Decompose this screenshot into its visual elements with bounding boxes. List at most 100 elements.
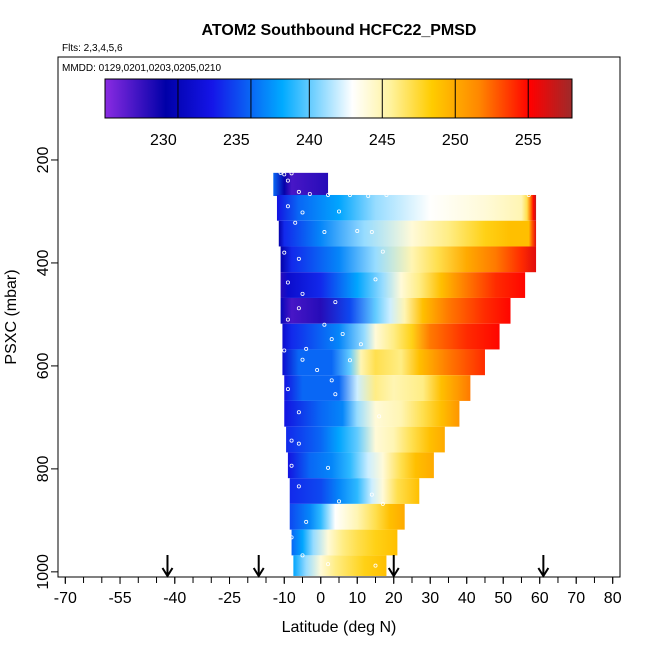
x-tick-label-12: 70 bbox=[567, 590, 585, 607]
colorbar-tick-label-4: 250 bbox=[442, 132, 469, 149]
colorbar-tick-label-3: 245 bbox=[369, 132, 396, 149]
observation-point-45 bbox=[296, 484, 301, 489]
observation-point-30 bbox=[358, 342, 363, 347]
observation-point-29 bbox=[329, 337, 334, 342]
observation-point-34 bbox=[347, 358, 352, 363]
observation-point-28 bbox=[340, 331, 345, 336]
colorbar-gradient bbox=[104, 78, 573, 119]
observation-point-16 bbox=[355, 229, 360, 234]
x-tick-label-11: 60 bbox=[531, 590, 549, 607]
x-tick-label-2: -40 bbox=[163, 590, 186, 607]
x-tick-label-3: -25 bbox=[218, 590, 241, 607]
observation-point-46 bbox=[369, 492, 374, 497]
chart-title: ATOM2 Southbound HCFC22_PMSD bbox=[202, 22, 477, 39]
observation-point-26 bbox=[285, 317, 290, 322]
colorbar-tick-label-2: 240 bbox=[296, 132, 323, 149]
observation-point-11 bbox=[285, 204, 290, 209]
observation-point-22 bbox=[285, 280, 290, 285]
y-tick-label-1: 400 bbox=[35, 249, 52, 276]
heatmap-band-15 bbox=[293, 555, 387, 576]
x-axis-label: Latitude (deg N) bbox=[282, 619, 397, 636]
latitude-arrow-1 bbox=[252, 555, 265, 578]
observation-point-9 bbox=[384, 192, 389, 197]
heatmap-band-10 bbox=[286, 426, 445, 453]
y-tick-label-0: 200 bbox=[35, 147, 52, 174]
x-tick-label-5: 0 bbox=[316, 590, 325, 607]
heatmap-band-1 bbox=[276, 194, 537, 221]
observation-point-12 bbox=[300, 210, 305, 215]
x-tick-label-9: 40 bbox=[458, 590, 476, 607]
y-axis-label: PSXC (mbar) bbox=[3, 269, 20, 364]
heatmap-band-12 bbox=[289, 478, 420, 504]
dates-subtitle: MMDD: 0129,0201,0203,0205,0210 bbox=[62, 63, 221, 74]
x-tick-label-8: 30 bbox=[421, 590, 439, 607]
observation-point-47 bbox=[336, 499, 341, 504]
latitude-arrow-0 bbox=[161, 555, 174, 578]
observation-point-23 bbox=[300, 291, 305, 296]
observation-point-33 bbox=[300, 357, 305, 362]
observation-point-51 bbox=[300, 553, 305, 558]
x-axis: -70 -55 -40 -25 -10 0 10 20 30 40 50 60 70 80 bbox=[54, 577, 622, 607]
observation-point-21 bbox=[373, 277, 378, 282]
observation-point-49 bbox=[304, 519, 309, 524]
x-tick-label-4: -10 bbox=[273, 590, 296, 607]
observation-point-19 bbox=[296, 256, 301, 261]
observation-point-4 bbox=[296, 189, 301, 194]
heatmap-band-6 bbox=[282, 323, 500, 350]
heatmap-band-7 bbox=[282, 349, 485, 376]
observation-point-2 bbox=[289, 171, 294, 176]
heatmap-band-14 bbox=[291, 529, 398, 556]
x-tick-label-1: -55 bbox=[108, 590, 131, 607]
observation-point-36 bbox=[329, 378, 334, 383]
observation-point-31 bbox=[304, 346, 309, 351]
observation-point-53 bbox=[373, 563, 378, 568]
observation-point-39 bbox=[296, 410, 301, 415]
x-tick-label-13: 80 bbox=[604, 590, 622, 607]
observation-point-32 bbox=[282, 348, 287, 353]
observation-point-42 bbox=[296, 441, 301, 446]
observation-point-24 bbox=[333, 300, 338, 305]
observation-point-38 bbox=[333, 392, 338, 397]
observation-point-35 bbox=[315, 368, 320, 373]
latitude-arrow-2 bbox=[387, 555, 400, 578]
colorbar-tick-labels: 230 235 240 245 250 255 bbox=[150, 132, 542, 149]
heatmap-band-13 bbox=[289, 503, 405, 530]
observation-point-20 bbox=[380, 249, 385, 254]
observation-point-7 bbox=[347, 192, 352, 197]
colorbar-tick-label-5: 255 bbox=[515, 132, 542, 149]
y-tick-label-3: 800 bbox=[35, 455, 52, 482]
observation-point-50 bbox=[289, 535, 294, 540]
observation-point-10 bbox=[526, 192, 531, 197]
observation-point-41 bbox=[289, 438, 294, 443]
y-tick-label-4: 1000 bbox=[35, 554, 52, 590]
observation-point-1 bbox=[282, 172, 287, 177]
heatmap-bands bbox=[273, 172, 537, 576]
x-tick-label-6: 10 bbox=[348, 590, 366, 607]
heatmap-band-2 bbox=[278, 220, 537, 247]
observation-point-52 bbox=[326, 562, 331, 567]
observation-point-14 bbox=[293, 220, 298, 225]
observation-point-40 bbox=[377, 414, 382, 419]
heatmap-band-11 bbox=[287, 452, 434, 479]
heatmap-band-9 bbox=[284, 400, 460, 427]
heatmap-band-3 bbox=[280, 246, 537, 273]
heatmap-band-5 bbox=[280, 297, 511, 324]
x-tick-label-10: 50 bbox=[494, 590, 512, 607]
heatmap-band-0 bbox=[273, 172, 329, 197]
observation-point-44 bbox=[326, 465, 331, 470]
observation-point-48 bbox=[380, 501, 385, 506]
flights-subtitle: Flts: 2,3,4,5,6 bbox=[62, 43, 123, 54]
heatmap-band-8 bbox=[284, 375, 471, 401]
observation-point-18 bbox=[282, 250, 287, 255]
colorbar: 230 235 240 245 250 255 bbox=[104, 78, 573, 149]
latitude-arrows bbox=[161, 555, 550, 578]
y-tick-label-2: 600 bbox=[35, 352, 52, 379]
colorbar-tick-label-0: 230 bbox=[150, 132, 177, 149]
observation-points bbox=[278, 170, 531, 568]
observation-point-13 bbox=[336, 209, 341, 214]
observation-point-37 bbox=[285, 387, 290, 392]
observation-point-43 bbox=[289, 463, 294, 468]
heatmap-band-4 bbox=[280, 272, 526, 298]
observation-point-0 bbox=[278, 170, 283, 175]
